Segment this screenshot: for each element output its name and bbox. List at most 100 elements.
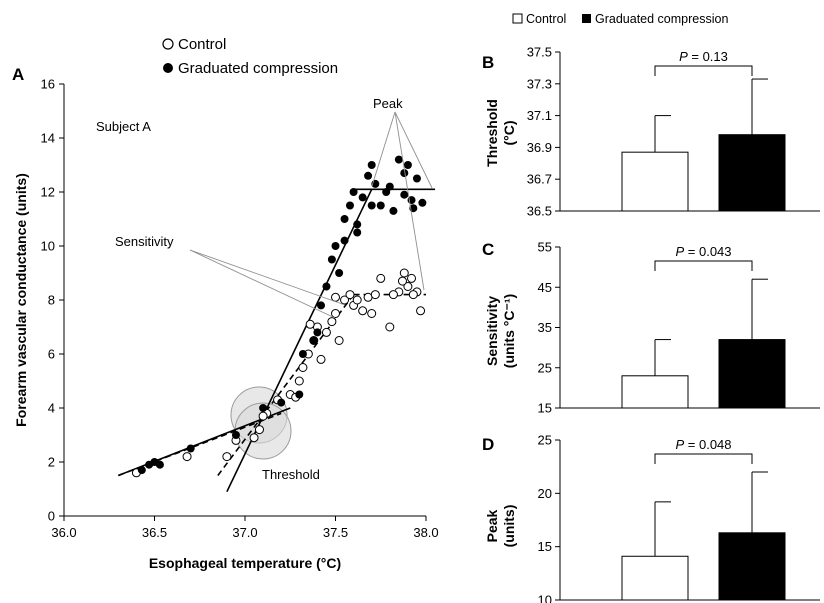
control-fit-line <box>118 412 282 477</box>
y-tick-label: 35 <box>538 320 552 335</box>
y-tick-label: 8 <box>48 293 55 308</box>
control-point <box>358 306 368 316</box>
panel-a-letter: A <box>12 65 24 84</box>
compression-point <box>418 198 427 207</box>
y-tick-label: 45 <box>538 280 552 295</box>
panel-b-ylabel-line2: (°C) <box>501 120 517 145</box>
compression-point <box>403 161 412 169</box>
compression-point <box>309 336 318 345</box>
y-tick-label: 36.7 <box>527 172 552 187</box>
compression-point <box>353 228 362 237</box>
control-point <box>370 290 380 300</box>
y-tick-label: 20 <box>538 486 552 501</box>
x-tick-label: 36.0 <box>51 525 76 540</box>
control-point <box>182 452 192 462</box>
panel-b-ylabel-line1: Threshold <box>484 99 500 167</box>
y-tick-label: 25 <box>538 433 552 448</box>
panel-c-letter: C <box>482 240 494 259</box>
x-axis-ticks: 36.0 36.5 37.0 37.5 38.0 <box>51 516 439 540</box>
y-tick-label: 25 <box>538 360 552 375</box>
compression-point <box>295 390 304 399</box>
panel-b-plot: 36.5 36.7 36.9 37.1 37.3 37.5 P = 0.13 <box>527 45 820 219</box>
compression-point <box>322 282 331 291</box>
subject-label: Subject A <box>96 119 151 134</box>
compression-point <box>331 242 340 250</box>
y-tick-label: 12 <box>41 185 55 200</box>
panel-d-letter: D <box>482 435 494 454</box>
panel-d-peak-bars: D Peak (units) 10 15 20 25 P = 0.048 <box>482 433 820 603</box>
control-point <box>345 290 355 300</box>
significance-bracket <box>654 260 753 271</box>
p-value-label: P = 0.048 <box>675 437 731 452</box>
legend-filled-circle-icon <box>163 63 173 73</box>
control-point <box>327 317 337 327</box>
significance-bracket <box>654 453 753 464</box>
control-point <box>334 336 344 345</box>
sensitivity-leader-lines <box>189 249 346 319</box>
panel-b-letter: B <box>482 53 494 72</box>
control-point <box>388 290 398 300</box>
bar-legend-compression-label: Graduated compression <box>595 12 728 26</box>
control-bar <box>621 375 689 409</box>
compression-fit-line <box>226 188 373 493</box>
control-point <box>367 309 377 318</box>
x-tick-label: 38.0 <box>413 525 438 540</box>
control-bar <box>621 555 689 601</box>
x-axis-label: Esophageal temperature (°C) <box>149 555 341 571</box>
control-point <box>258 411 268 421</box>
control-point <box>352 295 362 305</box>
control-point <box>331 309 340 318</box>
panel-c-ylabel-line2: (units °C⁻¹) <box>501 294 517 368</box>
compression-point <box>349 188 358 196</box>
control-point <box>305 319 315 329</box>
control-point <box>298 363 308 372</box>
panel-d-plot: 10 15 20 25 P = 0.048 <box>538 433 820 603</box>
y-tick-label: 10 <box>538 593 552 603</box>
compression-point <box>231 431 240 439</box>
sensitivity-annotation: Sensitivity <box>115 234 174 249</box>
control-point <box>340 295 350 305</box>
panel-d-ylabel-line2: (units) <box>501 505 517 548</box>
panel-c-ylabel-line1: Sensitivity <box>484 296 500 366</box>
compression-point <box>313 328 322 337</box>
control-point <box>403 282 413 291</box>
x-tick-label: 37.5 <box>323 525 348 540</box>
compression-point <box>376 201 385 210</box>
y-tick-label: 10 <box>41 239 55 254</box>
control-point <box>407 273 417 283</box>
y-tick-label: 4 <box>48 401 55 416</box>
compression-point <box>389 206 398 215</box>
compression-point <box>400 190 409 199</box>
p-value-label: P = 0.043 <box>675 244 731 259</box>
y-tick-label: 55 <box>538 240 552 255</box>
compression-point <box>412 174 421 183</box>
control-point <box>385 322 395 332</box>
y-axis-ticks: 0 2 4 6 8 10 12 14 16 <box>41 77 64 524</box>
y-tick-label: 37.1 <box>527 108 552 123</box>
control-point <box>222 452 232 462</box>
compression-point <box>317 301 326 310</box>
control-point <box>408 290 418 300</box>
y-tick-label: 0 <box>48 509 55 524</box>
compression-bar <box>718 532 786 601</box>
compression-point <box>277 398 286 407</box>
y-tick-label: 14 <box>41 131 55 146</box>
data-points <box>131 155 427 478</box>
control-point <box>397 276 407 286</box>
compression-point <box>340 215 349 223</box>
control-bar <box>621 151 689 212</box>
compression-bar <box>718 134 786 212</box>
legend-open-circle-icon <box>162 38 174 50</box>
compression-point <box>186 444 195 453</box>
compression-point <box>335 269 344 277</box>
compression-point <box>340 236 349 245</box>
panel-c-sensitivity-bars: C Sensitivity (units °C⁻¹) 15 25 35 45 55 P =… <box>482 240 820 416</box>
legend-control-label: Control <box>178 36 226 53</box>
y-tick-label: 2 <box>48 455 55 470</box>
y-tick-label: 6 <box>48 347 55 362</box>
panel-a-scatter-plot: A Control Graduated compression 0 2 4 6 8 10 1… <box>12 36 439 571</box>
legend-compression-label: Graduated compression <box>178 60 338 77</box>
compression-point <box>358 193 367 202</box>
compression-point <box>367 161 376 169</box>
